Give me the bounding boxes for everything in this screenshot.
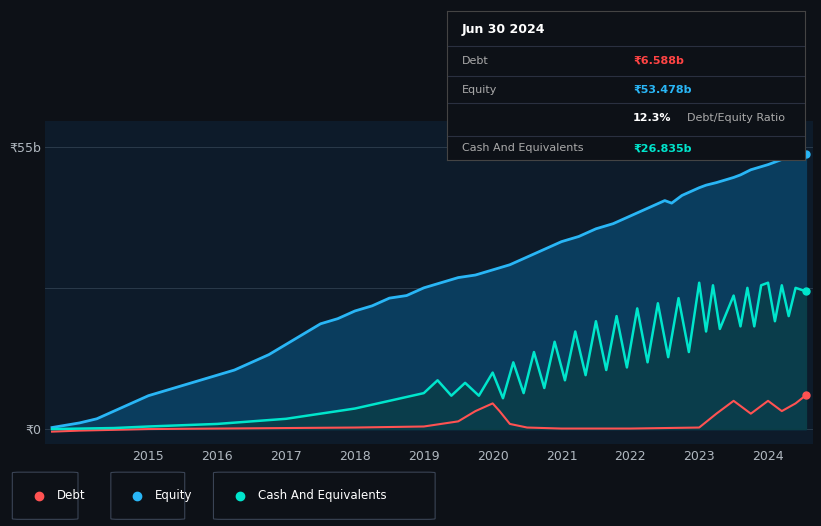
Text: Cash And Equivalents: Cash And Equivalents xyxy=(258,489,387,502)
Text: Equity: Equity xyxy=(461,85,497,95)
Text: Cash And Equivalents: Cash And Equivalents xyxy=(461,144,583,154)
Text: Debt/Equity Ratio: Debt/Equity Ratio xyxy=(686,114,785,124)
Text: Equity: Equity xyxy=(155,489,193,502)
Text: ₹26.835b: ₹26.835b xyxy=(633,144,691,154)
Text: Debt: Debt xyxy=(57,489,85,502)
Text: 12.3%: 12.3% xyxy=(633,114,672,124)
Text: ₹6.588b: ₹6.588b xyxy=(633,56,684,66)
Text: Jun 30 2024: Jun 30 2024 xyxy=(461,23,545,36)
Text: ₹53.478b: ₹53.478b xyxy=(633,85,691,95)
Text: Debt: Debt xyxy=(461,56,488,66)
